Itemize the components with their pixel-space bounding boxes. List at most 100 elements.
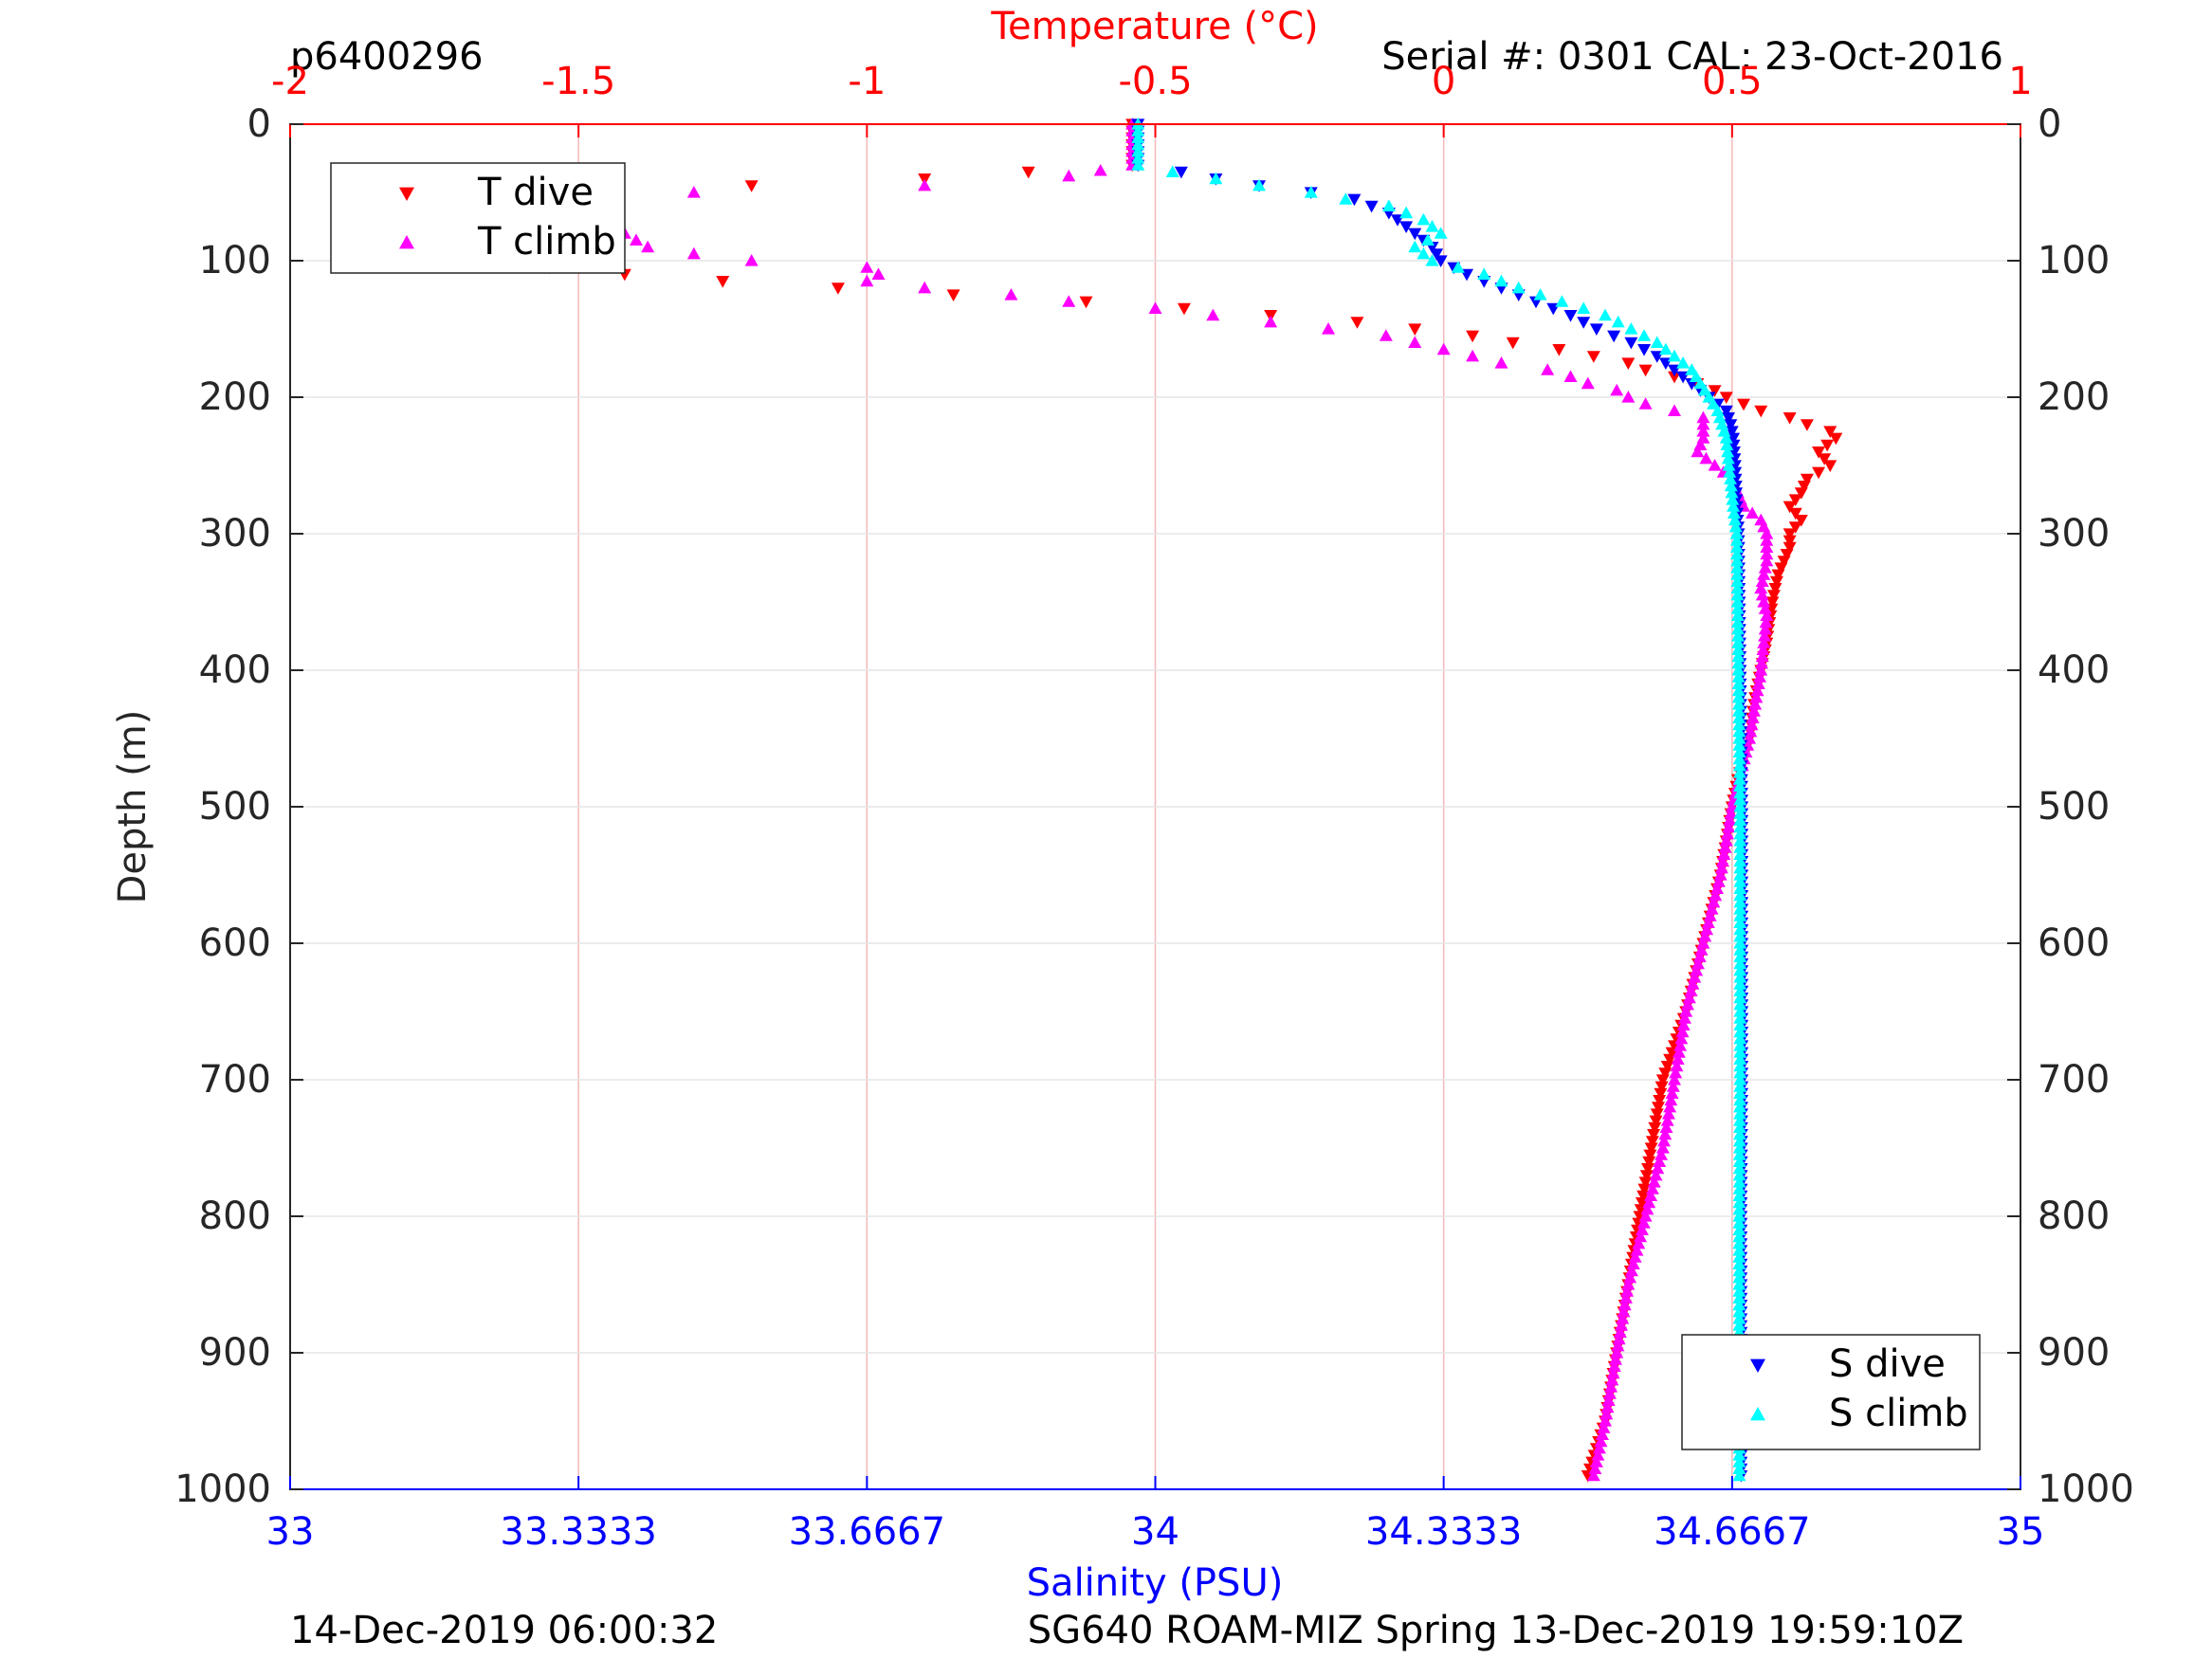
s-climb-point bbox=[1728, 520, 1743, 533]
t-dive-point bbox=[1818, 453, 1832, 465]
depth-tick-label-right: 600 bbox=[2038, 921, 2111, 965]
t-climb-point bbox=[1636, 1216, 1651, 1229]
salinity-tick-label: 34.6667 bbox=[1654, 1510, 1811, 1554]
t-climb-point bbox=[1760, 540, 1774, 553]
t-dive-point bbox=[1466, 330, 1480, 343]
s-climb-point bbox=[1131, 124, 1145, 137]
t-climb-point bbox=[1671, 1052, 1685, 1065]
t-climb-point bbox=[1760, 554, 1774, 567]
t-dive-point bbox=[1769, 575, 1783, 589]
s-climb-point bbox=[1733, 813, 1747, 826]
t-climb-point bbox=[1682, 991, 1696, 1004]
t-climb-point bbox=[1753, 670, 1767, 683]
profile-id: p6400296 bbox=[290, 35, 484, 79]
s-climb-point bbox=[1733, 984, 1747, 996]
t-dive-point bbox=[1177, 302, 1191, 316]
t-dive-point bbox=[1586, 351, 1600, 363]
s-climb-point bbox=[1721, 451, 1735, 465]
t-climb-point bbox=[1436, 342, 1451, 356]
t-climb-point bbox=[1617, 1304, 1631, 1318]
s-climb-point bbox=[1732, 732, 1746, 744]
depth-tick-label-left: 800 bbox=[198, 1194, 271, 1238]
t-climb-point bbox=[1760, 527, 1774, 539]
s-climb-point bbox=[1599, 308, 1612, 321]
t-climb-point bbox=[1692, 950, 1707, 962]
s-climb-point bbox=[1733, 854, 1747, 867]
s-climb-point bbox=[1658, 342, 1673, 356]
t-climb-point bbox=[1665, 1086, 1679, 1099]
s-climb-point bbox=[1731, 698, 1746, 710]
t-climb-point bbox=[1757, 568, 1771, 580]
t-climb-point bbox=[1628, 1250, 1642, 1263]
s-climb-point bbox=[1533, 288, 1547, 301]
s-climb-point bbox=[1729, 540, 1744, 553]
legend-label-s-dive: S dive bbox=[1829, 1342, 1946, 1386]
depth-tick-label-right: 0 bbox=[2038, 102, 2062, 146]
salinity-tick-label: 33 bbox=[265, 1510, 315, 1554]
t-dive-point bbox=[831, 283, 845, 295]
temperature-tick-label: -1.5 bbox=[541, 60, 616, 103]
t-climb-point bbox=[1466, 349, 1480, 362]
s-climb-point bbox=[1729, 527, 1744, 539]
legend-label-t-dive: T dive bbox=[478, 171, 594, 214]
t-climb-point bbox=[1708, 459, 1722, 471]
t-climb-point bbox=[1623, 1270, 1637, 1284]
t-dive-point bbox=[1654, 1081, 1669, 1094]
t-climb-point bbox=[1621, 1278, 1636, 1290]
legend-box-bottom-right bbox=[1681, 1334, 1981, 1450]
s-climb-point bbox=[1733, 800, 1747, 812]
temperature-tick-label: 1 bbox=[2008, 60, 2033, 103]
t-dive-point bbox=[716, 276, 730, 288]
salinity-axis-label: Salinity (PSU) bbox=[1026, 1561, 1284, 1605]
t-dive-point bbox=[744, 180, 759, 192]
s-dive-point bbox=[1563, 310, 1578, 322]
s-climb-point bbox=[1732, 1182, 1746, 1194]
t-dive-point bbox=[1794, 487, 1808, 500]
t-climb-point bbox=[1691, 445, 1705, 458]
s-climb-point bbox=[1732, 1230, 1746, 1243]
t-climb-point bbox=[1707, 895, 1721, 908]
t-climb-point bbox=[1600, 1400, 1615, 1413]
t-climb-point bbox=[1651, 1161, 1665, 1175]
s-climb-point bbox=[1477, 267, 1491, 280]
t-climb-point bbox=[1668, 404, 1681, 416]
legend-marker-s-dive bbox=[1750, 1358, 1765, 1373]
s-dive-point bbox=[1624, 337, 1638, 350]
s-climb-point bbox=[1733, 1012, 1747, 1024]
t-climb-point bbox=[860, 274, 874, 287]
t-climb-point bbox=[1663, 1100, 1677, 1113]
s-dive-point bbox=[1719, 405, 1733, 418]
depth-tick-label-right: 500 bbox=[2038, 785, 2111, 829]
s-climb-point bbox=[1732, 1319, 1746, 1331]
t-climb-point bbox=[1755, 656, 1769, 669]
t-climb-point bbox=[1749, 690, 1764, 703]
s-climb-point bbox=[1732, 1244, 1746, 1256]
s-dive-point bbox=[1408, 228, 1422, 241]
t-climb-point bbox=[1659, 1121, 1673, 1133]
s-climb-point bbox=[1733, 1114, 1747, 1126]
s-climb-point bbox=[1731, 664, 1746, 676]
s-climb-point bbox=[1425, 220, 1439, 232]
s-climb-point bbox=[1732, 1304, 1746, 1318]
t-dive-point bbox=[1768, 583, 1782, 595]
s-climb-point bbox=[1494, 274, 1508, 287]
legend-marker-t-climb bbox=[399, 235, 414, 249]
t-dive-point bbox=[1638, 364, 1653, 377]
t-dive-point bbox=[1782, 528, 1797, 540]
s-climb-point bbox=[1732, 711, 1746, 723]
t-climb-point bbox=[1601, 1394, 1616, 1406]
t-climb-point bbox=[1745, 718, 1759, 731]
footer-mission: SG640 ROAM-MIZ Spring 13-Dec-2019 19:59:… bbox=[1027, 1609, 1964, 1652]
s-climb-point bbox=[1732, 758, 1746, 772]
s-climb-point bbox=[1731, 656, 1746, 669]
depth-tick-label-left: 900 bbox=[198, 1331, 271, 1375]
t-climb-point bbox=[1760, 609, 1774, 621]
t-dive-point bbox=[1638, 1176, 1653, 1189]
t-dive-point bbox=[1788, 494, 1802, 506]
t-dive-point bbox=[1812, 466, 1826, 480]
s-climb-point bbox=[1733, 848, 1747, 860]
t-climb-point bbox=[1620, 1285, 1635, 1297]
t-dive-point bbox=[1650, 1108, 1664, 1121]
t-climb-point bbox=[1563, 370, 1578, 382]
legends bbox=[330, 162, 1981, 1450]
